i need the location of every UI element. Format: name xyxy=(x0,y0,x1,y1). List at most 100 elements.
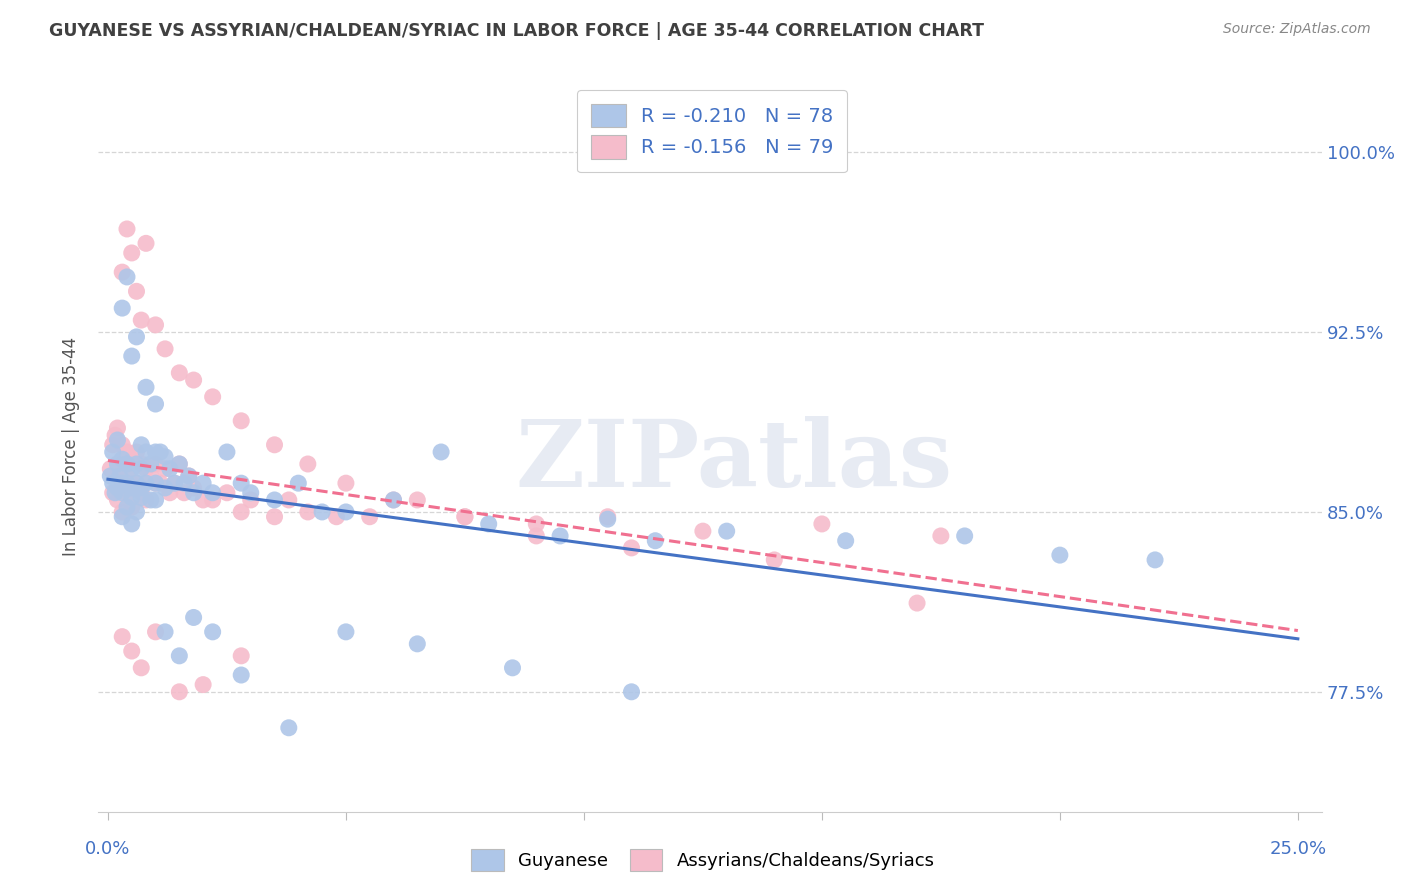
Point xyxy=(145,624,167,639)
Point xyxy=(139,457,162,471)
Point xyxy=(153,342,176,356)
Point xyxy=(239,492,262,507)
Point xyxy=(145,318,167,332)
Point xyxy=(382,492,405,507)
Point xyxy=(125,476,148,491)
Point xyxy=(215,445,238,459)
Point xyxy=(115,500,138,515)
Point xyxy=(129,485,152,500)
Point xyxy=(135,476,157,491)
Point xyxy=(139,492,162,507)
Point xyxy=(183,485,205,500)
Point xyxy=(111,452,134,467)
Point xyxy=(163,476,186,491)
Point xyxy=(430,445,453,459)
Point xyxy=(277,721,299,735)
Point xyxy=(153,450,176,464)
Point xyxy=(111,630,134,644)
Point xyxy=(620,685,643,699)
Point xyxy=(159,485,181,500)
Point xyxy=(169,457,191,471)
Point xyxy=(153,624,176,639)
Point xyxy=(149,445,172,459)
Point xyxy=(834,533,856,548)
Point xyxy=(115,469,138,483)
Point xyxy=(811,516,834,531)
Point xyxy=(359,509,381,524)
Point xyxy=(231,414,253,428)
Point xyxy=(111,457,134,471)
Point xyxy=(111,265,134,279)
Point xyxy=(311,505,333,519)
Point xyxy=(135,462,157,476)
Point xyxy=(111,301,134,315)
Text: 25.0%: 25.0% xyxy=(1270,840,1326,858)
Point xyxy=(716,524,738,538)
Point xyxy=(183,481,205,495)
Point xyxy=(111,509,134,524)
Point xyxy=(115,269,138,284)
Point xyxy=(263,438,285,452)
Point xyxy=(524,529,547,543)
Point xyxy=(287,476,309,491)
Point xyxy=(145,476,167,491)
Point xyxy=(125,505,148,519)
Point xyxy=(325,509,347,524)
Point xyxy=(297,505,319,519)
Point xyxy=(183,610,205,624)
Point xyxy=(108,469,131,483)
Point xyxy=(121,246,143,260)
Point xyxy=(107,481,129,495)
Point xyxy=(297,457,319,471)
Point xyxy=(231,668,253,682)
Point xyxy=(98,469,121,483)
Point xyxy=(502,661,524,675)
Point xyxy=(215,485,238,500)
Point xyxy=(406,492,429,507)
Point xyxy=(644,533,666,548)
Point xyxy=(596,512,619,526)
Point xyxy=(115,445,138,459)
Point xyxy=(177,469,200,483)
Point xyxy=(139,469,162,483)
Point xyxy=(104,428,127,442)
Point xyxy=(548,529,571,543)
Point xyxy=(596,509,619,524)
Point xyxy=(239,485,262,500)
Point xyxy=(111,438,134,452)
Point xyxy=(145,492,167,507)
Point xyxy=(101,445,124,459)
Point xyxy=(478,516,501,531)
Point xyxy=(454,509,477,524)
Text: Source: ZipAtlas.com: Source: ZipAtlas.com xyxy=(1223,22,1371,37)
Point xyxy=(129,491,152,505)
Point xyxy=(382,492,405,507)
Point xyxy=(125,285,148,299)
Point xyxy=(335,476,357,491)
Point xyxy=(263,509,285,524)
Point xyxy=(107,457,129,471)
Point xyxy=(1144,553,1167,567)
Point xyxy=(169,648,191,663)
Point xyxy=(231,505,253,519)
Point xyxy=(277,492,299,507)
Point xyxy=(177,469,200,483)
Point xyxy=(129,313,152,327)
Point xyxy=(135,445,157,459)
Point xyxy=(111,476,134,491)
Point xyxy=(173,485,195,500)
Point xyxy=(145,397,167,411)
Point xyxy=(121,481,143,495)
Point xyxy=(111,485,134,500)
Point xyxy=(135,380,157,394)
Point xyxy=(191,678,214,692)
Point xyxy=(121,491,143,505)
Point xyxy=(201,492,224,507)
Point xyxy=(201,485,224,500)
Point xyxy=(121,500,143,515)
Text: GUYANESE VS ASSYRIAN/CHALDEAN/SYRIAC IN LABOR FORCE | AGE 35-44 CORRELATION CHAR: GUYANESE VS ASSYRIAN/CHALDEAN/SYRIAC IN … xyxy=(49,22,984,40)
Point xyxy=(191,492,214,507)
Point xyxy=(149,476,172,491)
Text: 0.0%: 0.0% xyxy=(86,840,131,858)
Point xyxy=(231,476,253,491)
